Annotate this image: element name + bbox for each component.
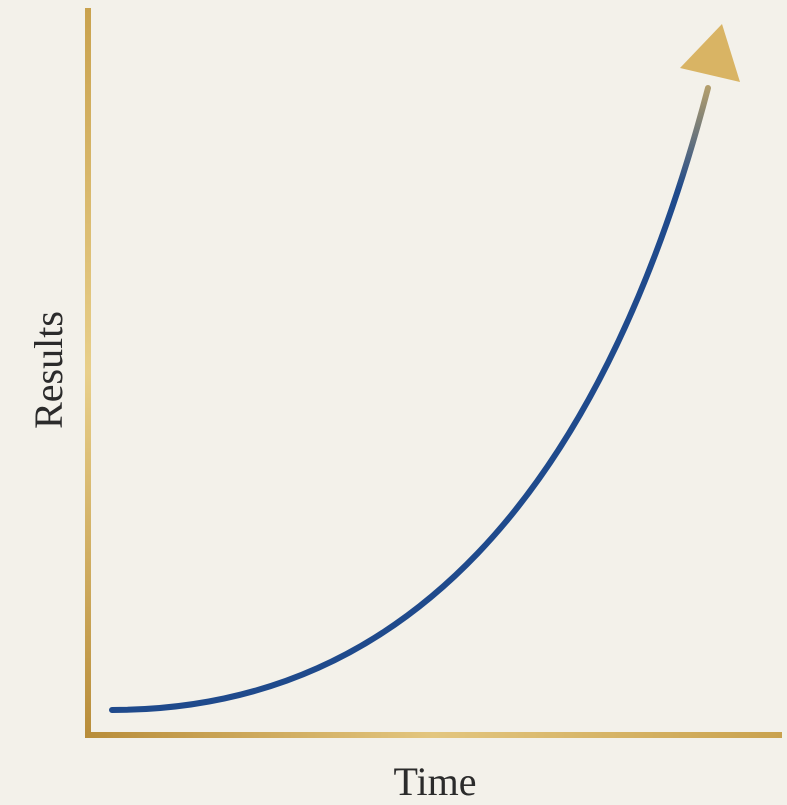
y-axis-line [85, 8, 91, 738]
y-axis-label: Results [26, 311, 71, 429]
x-axis-line [85, 732, 782, 738]
x-axis-label: Time [393, 759, 476, 804]
growth-curve [109, 85, 711, 713]
arrowhead [680, 24, 740, 82]
